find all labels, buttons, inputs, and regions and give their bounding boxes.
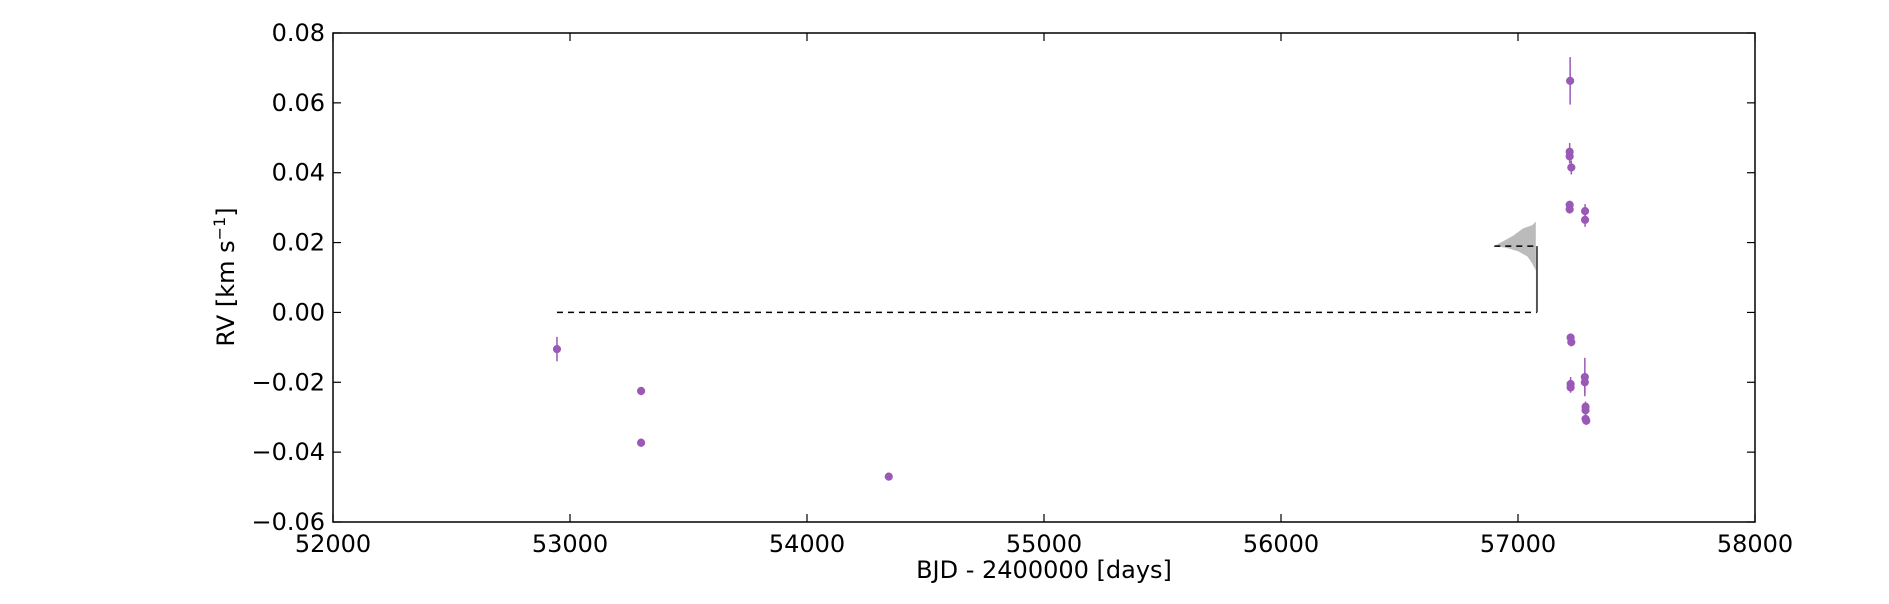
- y-axis-label-end: ]: [212, 207, 240, 216]
- data-point: [1581, 406, 1590, 415]
- data-point: [1565, 152, 1574, 161]
- x-tick-label: 57000: [1480, 530, 1556, 558]
- posterior-shape-layer: [1494, 221, 1536, 271]
- x-tick-label: 55000: [1006, 530, 1082, 558]
- y-axis-label-sup: −1: [210, 217, 229, 241]
- y-tick-label: 0.02: [272, 229, 325, 257]
- x-tick-label: 56000: [1243, 530, 1319, 558]
- data-point: [637, 386, 646, 396]
- data-point: [1567, 338, 1576, 347]
- data-point: [1580, 378, 1589, 387]
- data-point: [1566, 383, 1575, 392]
- y-tick-label: 0.00: [272, 298, 325, 326]
- model-line-layer: [556, 245, 1538, 314]
- data-point: [1567, 163, 1576, 172]
- y-axis-label-main: RV [km s: [212, 240, 240, 346]
- x-axis-label: BJD - 2400000 [days]: [916, 556, 1172, 584]
- data-points-layer: [552, 57, 1591, 481]
- y-tick-label: −0.02: [251, 368, 325, 396]
- data-point: [552, 345, 562, 354]
- y-axis-label: RV [km s−1]: [210, 207, 240, 346]
- y-tick-label: −0.06: [251, 508, 325, 536]
- y-tick-label: 0.04: [272, 159, 325, 187]
- data-point: [884, 472, 893, 481]
- data-point: [1566, 76, 1575, 85]
- plot-frame: [332, 32, 1756, 523]
- x-tick-label: 58000: [1717, 530, 1793, 558]
- plot-area: [333, 33, 1755, 522]
- x-tick-label: 54000: [769, 530, 845, 558]
- x-tick-label: 53000: [532, 530, 608, 558]
- y-tick-label: 0.08: [272, 19, 325, 47]
- y-tick-label: −0.04: [251, 438, 325, 466]
- data-point: [1582, 416, 1591, 425]
- y-tick-label: 0.06: [272, 89, 325, 117]
- data-point: [1580, 215, 1590, 224]
- data-point: [637, 438, 646, 447]
- data-point: [1565, 205, 1574, 214]
- posterior-shape: [1494, 221, 1536, 271]
- x-tick-label: 52000: [295, 530, 371, 558]
- tick-layer: 52000 53000 54000 55000 56000 57000 58000 −0.06…: [251, 19, 1793, 558]
